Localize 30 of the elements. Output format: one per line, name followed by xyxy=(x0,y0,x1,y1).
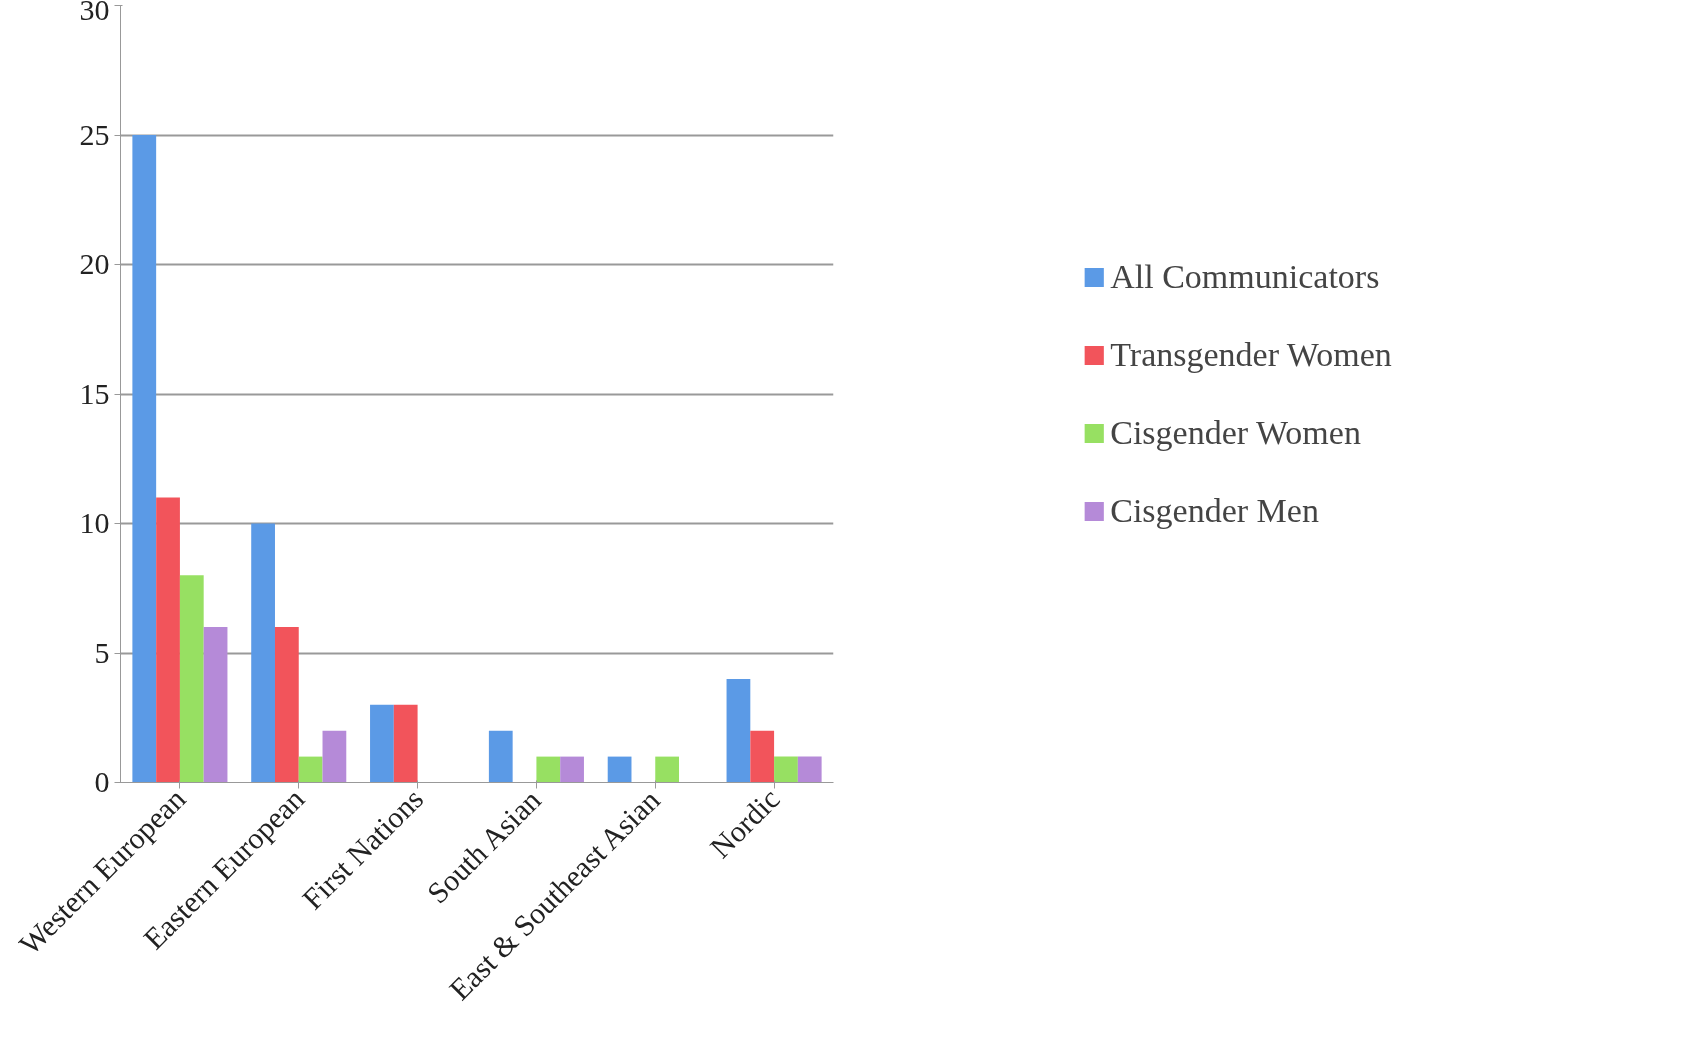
bar xyxy=(774,756,798,783)
bar xyxy=(370,704,394,783)
bar xyxy=(298,756,323,783)
y-tick-label: 0 xyxy=(94,765,110,798)
bar xyxy=(655,756,680,783)
bar xyxy=(322,730,347,783)
y-tick-label: 10 xyxy=(79,506,110,539)
legend-label: Transgender Women xyxy=(1110,335,1392,374)
bar xyxy=(536,756,561,783)
bar xyxy=(251,523,275,783)
bar xyxy=(750,730,775,783)
bar xyxy=(203,627,228,783)
bar xyxy=(488,730,513,783)
y-tick-label: 20 xyxy=(79,247,110,280)
bar xyxy=(797,756,822,783)
legend-label: All Communicators xyxy=(1110,257,1380,296)
y-tick-label: 5 xyxy=(94,635,110,669)
legend-label: Cisgender Women xyxy=(1110,413,1361,452)
bar xyxy=(274,627,299,783)
y-tick-label: 25 xyxy=(79,117,110,151)
bar xyxy=(726,678,751,783)
y-tick-label: 15 xyxy=(79,376,110,410)
legend-label: Cisgender Men xyxy=(1110,491,1319,530)
y-tick-label: 30 xyxy=(79,0,110,26)
bar xyxy=(132,135,157,783)
bar xyxy=(607,756,632,783)
bar xyxy=(560,756,584,783)
bar xyxy=(393,704,418,783)
bar xyxy=(179,575,204,783)
bar xyxy=(156,497,180,783)
